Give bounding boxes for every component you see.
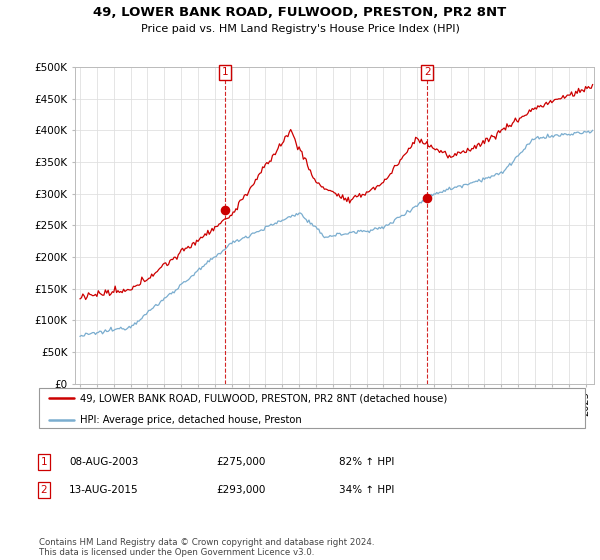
Text: Price paid vs. HM Land Registry's House Price Index (HPI): Price paid vs. HM Land Registry's House … — [140, 24, 460, 34]
Text: 34% ↑ HPI: 34% ↑ HPI — [339, 485, 394, 495]
Text: £293,000: £293,000 — [216, 485, 265, 495]
Point — [422, 194, 432, 203]
Text: 1: 1 — [221, 67, 228, 77]
Text: 82% ↑ HPI: 82% ↑ HPI — [339, 457, 394, 467]
Text: HPI: Average price, detached house, Preston: HPI: Average price, detached house, Pres… — [80, 414, 302, 424]
Text: 49, LOWER BANK ROAD, FULWOOD, PRESTON, PR2 8NT (detached house): 49, LOWER BANK ROAD, FULWOOD, PRESTON, P… — [80, 393, 447, 403]
Text: 13-AUG-2015: 13-AUG-2015 — [69, 485, 139, 495]
Text: 49, LOWER BANK ROAD, FULWOOD, PRESTON, PR2 8NT: 49, LOWER BANK ROAD, FULWOOD, PRESTON, P… — [94, 6, 506, 18]
Text: 2: 2 — [40, 485, 47, 495]
Text: 1: 1 — [40, 457, 47, 467]
Text: 08-AUG-2003: 08-AUG-2003 — [69, 457, 139, 467]
FancyBboxPatch shape — [39, 388, 585, 428]
Point — [220, 205, 230, 214]
Text: £275,000: £275,000 — [216, 457, 265, 467]
Text: Contains HM Land Registry data © Crown copyright and database right 2024.
This d: Contains HM Land Registry data © Crown c… — [39, 538, 374, 557]
Text: 2: 2 — [424, 67, 430, 77]
